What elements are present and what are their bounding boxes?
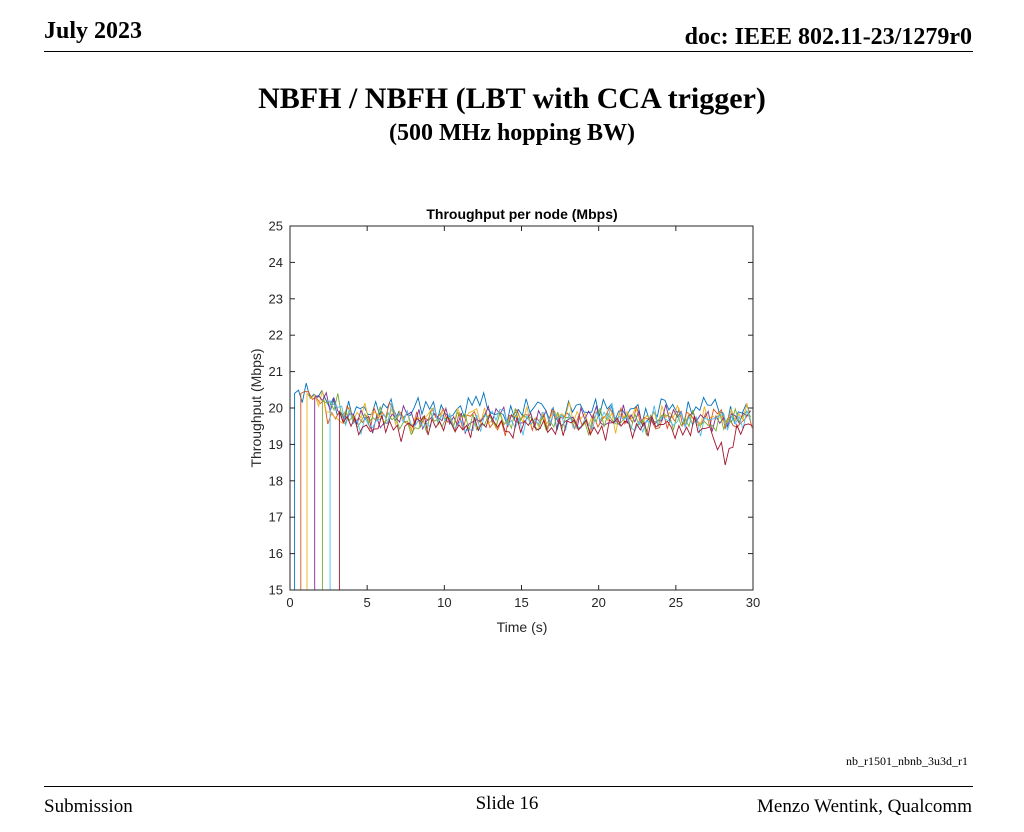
- slide-subtitle: (500 MHz hopping BW): [388, 120, 636, 146]
- y-tick-label: 22: [269, 328, 283, 343]
- footer-slide-number: Slide 16: [475, 793, 539, 814]
- plot-background: [290, 226, 753, 590]
- y-tick-label: 25: [269, 219, 283, 234]
- footer-submission: Submission: [44, 796, 133, 817]
- x-tick-label: 0: [286, 595, 293, 610]
- series-line-7: [338, 411, 753, 590]
- x-tick-label: 25: [669, 595, 683, 610]
- series-line-4: [314, 391, 752, 590]
- throughput-chart: Throughput per node (Mbps) 0 5 10 15 20 25 30 1…: [248, 206, 761, 635]
- y-tick-label: 18: [269, 473, 283, 488]
- y-axis-label: Throughput (Mbps): [248, 348, 264, 467]
- x-tick-label: 20: [591, 595, 605, 610]
- file-label: nb_r1501_nbnb_3u3d_r1: [846, 754, 968, 768]
- ticks-layer: 0 5 10 15 20 25 30 15 16 17 18 19 20 21 22 23 24 25: [269, 219, 761, 611]
- x-tick-label: 5: [364, 595, 371, 610]
- x-axis-label: Time (s): [497, 619, 548, 635]
- y-tick-label: 20: [269, 401, 283, 416]
- series-layer: [294, 382, 753, 590]
- header-doc-number: doc: IEEE 802.11-23/1279r0: [684, 24, 972, 50]
- footer-rule: [44, 786, 973, 787]
- x-tick-label: 30: [746, 595, 760, 610]
- y-tick-label: 23: [269, 291, 283, 306]
- y-tick-label: 16: [269, 546, 283, 561]
- series-line-6: [329, 399, 752, 590]
- footer-author: Menzo Wentink, Qualcomm: [757, 796, 972, 817]
- y-tick-label: 19: [269, 437, 283, 452]
- y-tick-label: 17: [269, 510, 283, 525]
- y-tick-label: 21: [269, 364, 283, 379]
- x-tick-label: 10: [437, 595, 451, 610]
- y-tick-label: 15: [269, 583, 283, 598]
- header-rule: [44, 51, 973, 52]
- x-tick-label: 15: [514, 595, 528, 610]
- slide-title: NBFH / NBFH (LBT with CCA trigger): [258, 82, 766, 115]
- chart-title: Throughput per node (Mbps): [426, 206, 617, 222]
- header-date: July 2023: [44, 18, 143, 44]
- y-tick-label: 24: [269, 255, 283, 270]
- plot-area: [290, 226, 753, 590]
